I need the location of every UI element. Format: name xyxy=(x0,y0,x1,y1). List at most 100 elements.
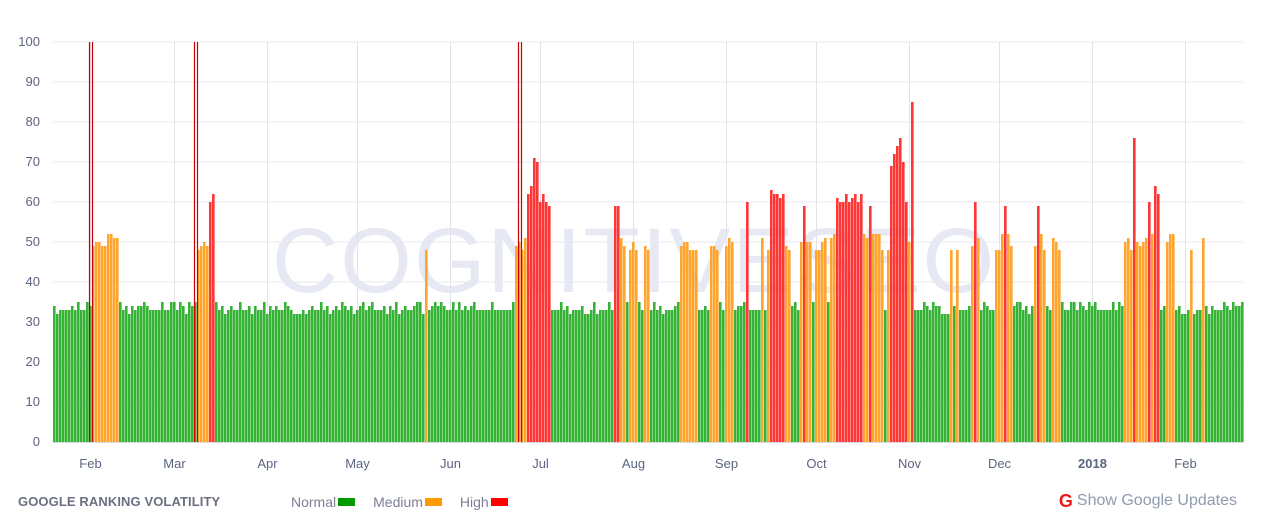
bar-normal xyxy=(356,310,359,442)
bar-medium xyxy=(998,250,1001,442)
legend-item-medium[interactable]: Medium xyxy=(373,494,442,510)
bar-high xyxy=(893,154,896,442)
bar-normal xyxy=(143,302,146,442)
bar-normal xyxy=(914,310,917,442)
bar-normal xyxy=(980,310,983,442)
bar-normal xyxy=(605,310,608,442)
bar-normal xyxy=(56,314,59,442)
bar-normal xyxy=(185,314,188,442)
bar-normal xyxy=(350,306,353,442)
bar-normal xyxy=(380,310,383,442)
bar-normal xyxy=(659,306,662,442)
bar-normal xyxy=(1118,302,1121,442)
legend-item-high[interactable]: High xyxy=(460,494,508,510)
bar-normal xyxy=(404,306,407,442)
bar-normal xyxy=(962,310,965,442)
bar-normal xyxy=(269,306,272,442)
bar-medium xyxy=(1136,242,1139,442)
bar-normal xyxy=(1241,302,1244,442)
bar-medium xyxy=(1190,250,1193,442)
bar-normal xyxy=(584,314,587,442)
bar-normal xyxy=(1022,310,1025,442)
bar-normal xyxy=(572,310,575,442)
bar-medium xyxy=(1034,246,1037,442)
bar-normal xyxy=(1184,314,1187,442)
bar-normal xyxy=(482,310,485,442)
bar-normal xyxy=(473,302,476,442)
bar-high xyxy=(212,194,215,442)
bar-high xyxy=(536,162,539,442)
bar-medium xyxy=(806,242,809,442)
legend-label: High xyxy=(459,494,489,510)
bar-high xyxy=(836,198,839,442)
legend-swatch-orange xyxy=(424,498,442,506)
bar-medium xyxy=(644,246,647,442)
bar-normal xyxy=(296,314,299,442)
show-google-updates-toggle[interactable]: G Show Google Updates xyxy=(1059,492,1237,510)
bar-normal xyxy=(173,302,176,442)
bar-normal xyxy=(221,306,224,442)
bar-normal xyxy=(341,302,344,442)
bar-normal xyxy=(1223,302,1226,442)
bar-normal xyxy=(1067,310,1070,442)
bar-normal xyxy=(158,310,161,442)
bar-high xyxy=(839,202,842,442)
bar-normal xyxy=(299,314,302,442)
bar-high xyxy=(854,194,857,442)
bar-medium xyxy=(689,250,692,442)
google-g-icon: G xyxy=(1058,491,1073,511)
x-tick-label: Feb xyxy=(79,456,101,471)
bar-normal xyxy=(326,306,329,442)
bar-normal xyxy=(743,302,746,442)
bar-normal xyxy=(488,310,491,442)
bar-normal xyxy=(479,310,482,442)
bar-normal xyxy=(707,310,710,442)
bar-normal xyxy=(308,310,311,442)
bar-medium xyxy=(725,246,728,442)
bar-normal xyxy=(392,310,395,442)
bar-normal xyxy=(509,310,512,442)
bar-normal xyxy=(740,306,743,442)
bar-normal xyxy=(194,302,197,442)
bar-normal xyxy=(89,306,92,442)
x-tick-label: Jul xyxy=(532,456,549,471)
bar-high xyxy=(860,194,863,442)
bar-medium xyxy=(521,250,524,442)
bar-normal xyxy=(581,306,584,442)
bar-normal xyxy=(371,302,374,442)
y-tick-label: 70 xyxy=(26,154,40,169)
bar-normal xyxy=(722,310,725,442)
y-tick-label: 60 xyxy=(26,194,40,209)
bar-medium xyxy=(1001,234,1004,442)
bar-normal xyxy=(1061,302,1064,442)
bar-normal xyxy=(407,310,410,442)
bar-normal xyxy=(374,310,377,442)
bar-normal xyxy=(443,306,446,442)
bar-high xyxy=(779,198,782,442)
bar-medium xyxy=(692,250,695,442)
bar-normal xyxy=(230,306,233,442)
bar-normal xyxy=(452,302,455,442)
bar-normal xyxy=(305,314,308,442)
bar-normal xyxy=(677,302,680,442)
bar-normal xyxy=(737,306,740,442)
bar-normal xyxy=(641,310,644,442)
bar-normal xyxy=(500,310,503,442)
bar-normal xyxy=(965,310,968,442)
bar-normal xyxy=(992,310,995,442)
bar-normal xyxy=(128,314,131,442)
bar-normal xyxy=(284,302,287,442)
bar-normal xyxy=(1028,314,1031,442)
bar-normal xyxy=(71,306,74,442)
y-tick-label: 10 xyxy=(26,394,40,409)
bar-normal xyxy=(1229,310,1232,442)
bar-normal xyxy=(812,302,815,442)
bar-normal xyxy=(311,306,314,442)
bar-medium xyxy=(1127,238,1130,442)
bar-normal xyxy=(302,310,305,442)
bar-medium xyxy=(1166,242,1169,442)
bar-medium xyxy=(977,238,980,442)
bar-medium xyxy=(92,246,95,442)
bar-normal xyxy=(884,310,887,442)
legend-item-normal[interactable]: Normal xyxy=(291,494,356,510)
